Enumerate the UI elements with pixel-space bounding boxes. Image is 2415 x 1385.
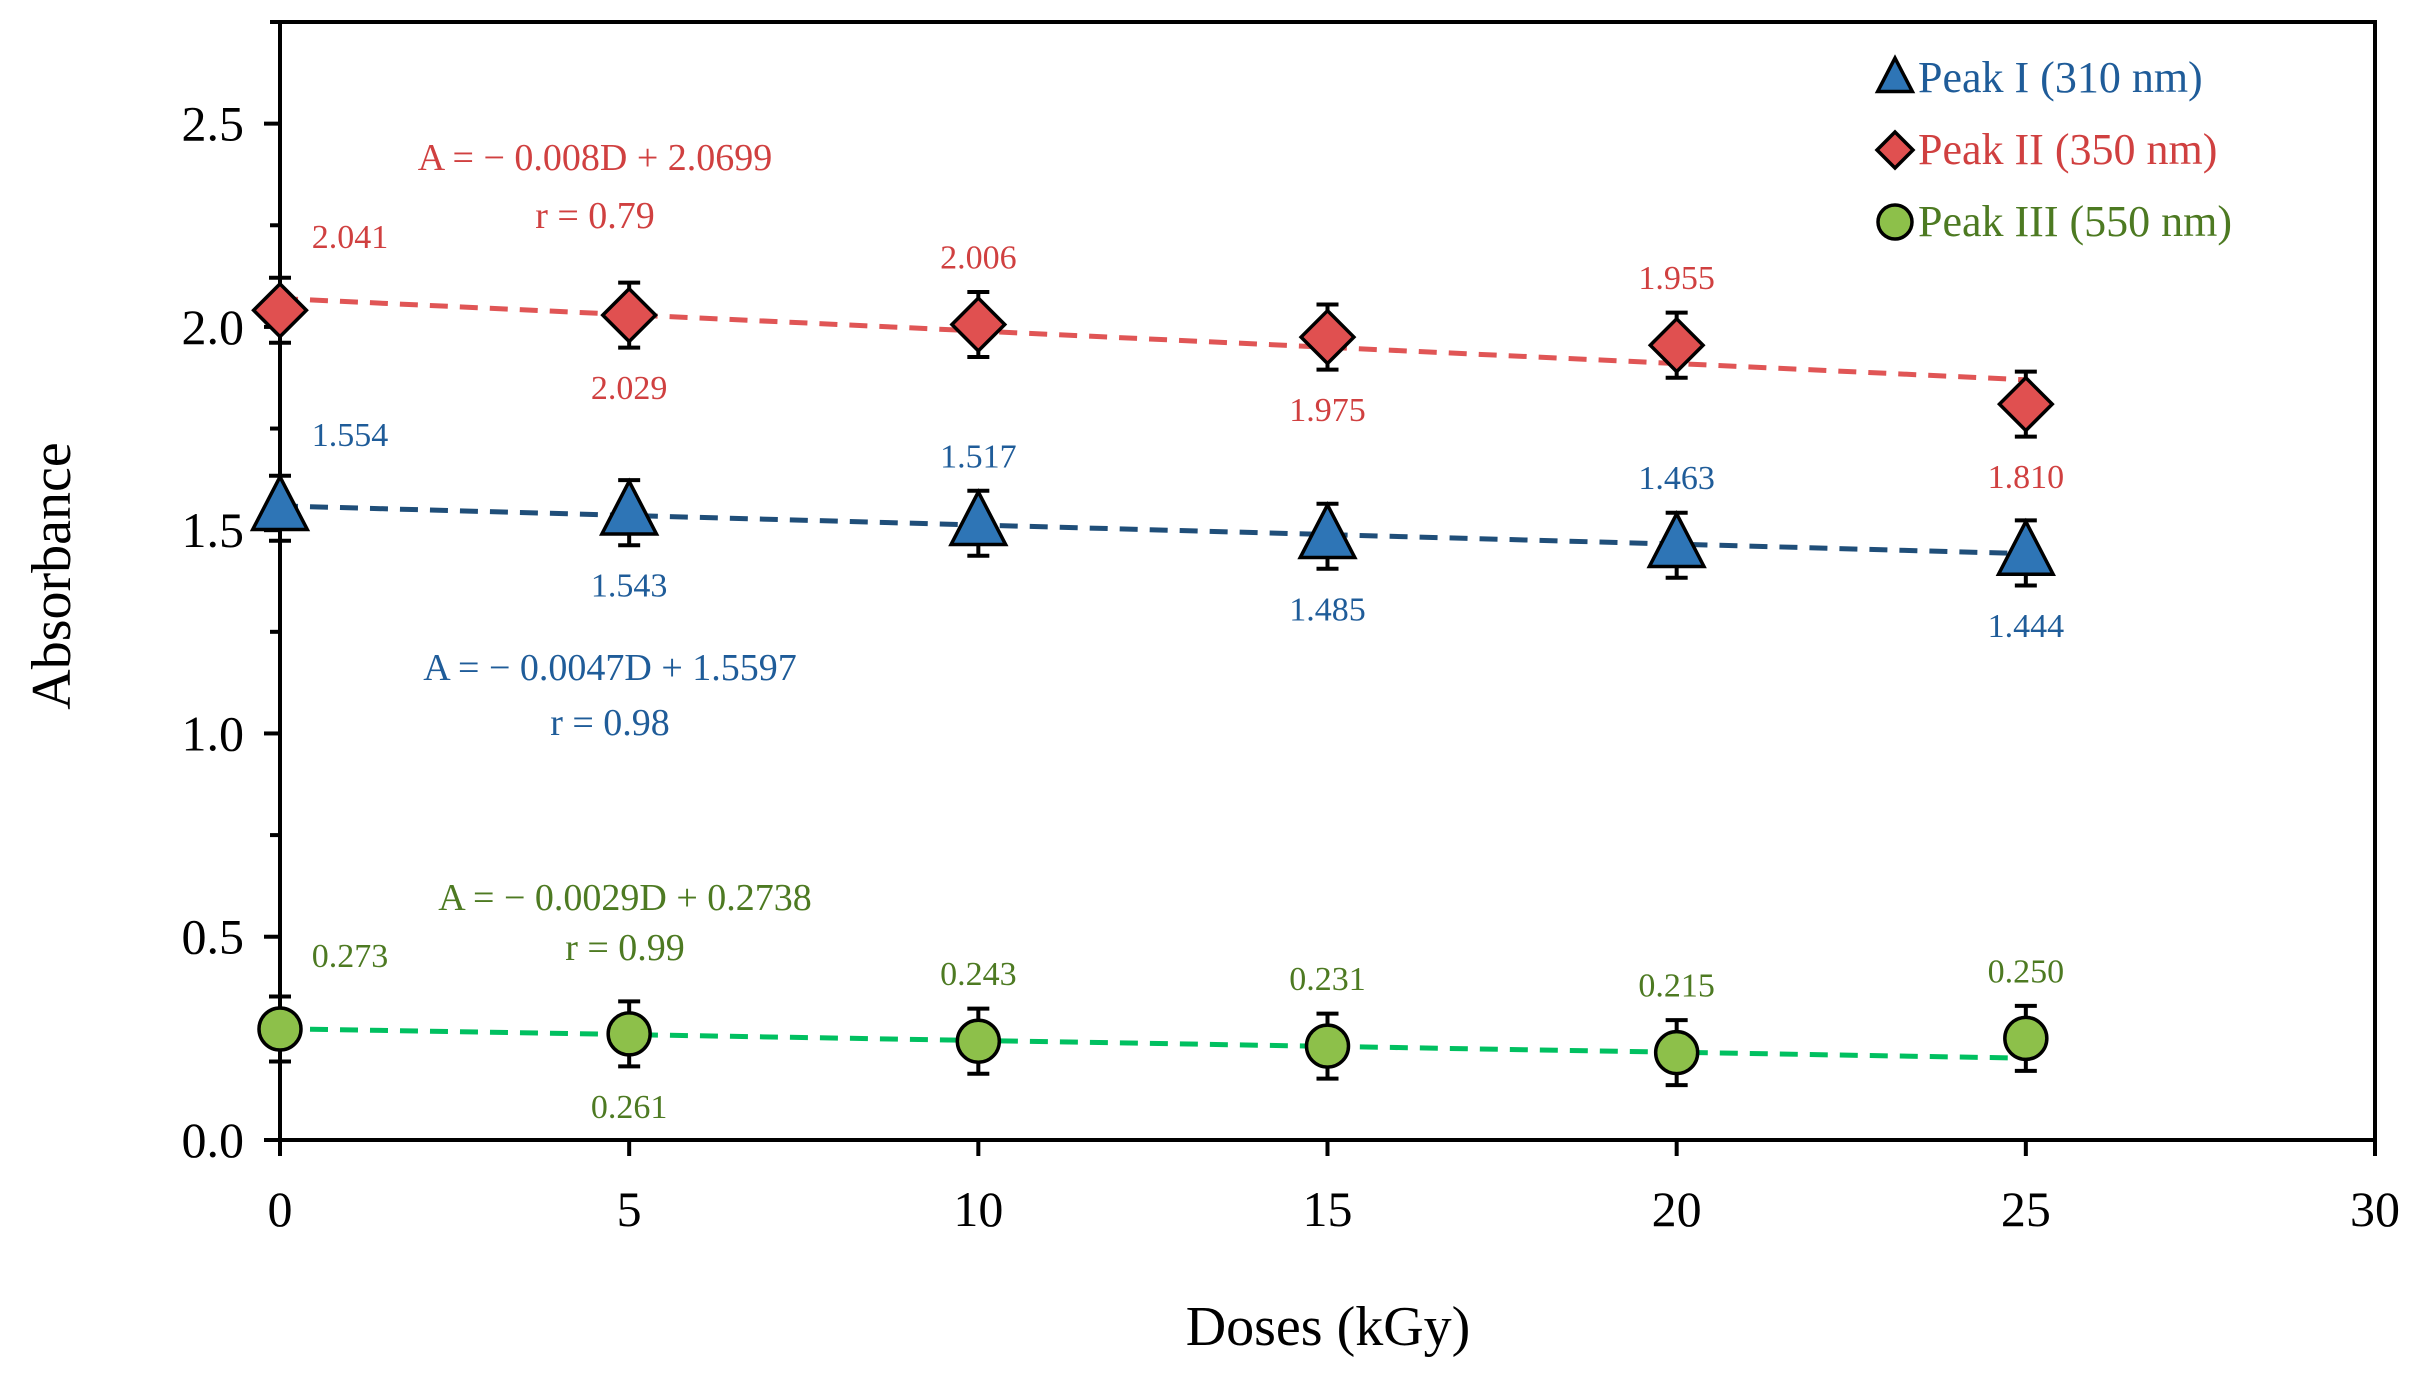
x-tick-label: 10: [953, 1181, 1003, 1237]
equation-peak-2: A = − 0.008D + 2.0699: [418, 137, 773, 179]
legend-label-peak-3: Peak III (550 nm): [1918, 197, 2232, 246]
point-label-peak-3: 0.261: [591, 1089, 668, 1126]
r-value-peak-1: r = 0.98: [550, 702, 670, 744]
marker-peak-2: [1298, 308, 1357, 366]
legend-label-peak-2: Peak II (350 nm): [1918, 125, 2217, 174]
marker-peak-2: [251, 281, 309, 340]
equation-peak-1: A = − 0.0047D + 1.5597: [423, 647, 797, 689]
y-axis-title: Absorbance: [21, 442, 83, 709]
legend-marker-peak-3: [1876, 203, 1914, 241]
point-label-peak-2: 2.006: [940, 239, 1017, 276]
fit-line-peak-2: [279, 295, 2026, 383]
point-label-peak-1: 1.543: [591, 568, 668, 605]
marker-peak-2: [949, 295, 1008, 354]
marker-peak-2: [1647, 316, 1706, 375]
fit-lines: [279, 295, 2026, 1061]
legend-marker-shape: [1874, 129, 1916, 171]
point-label-peak-1: 1.463: [1638, 460, 1715, 497]
x-tick-label: 20: [1652, 1181, 1702, 1237]
point-label-peak-2: 2.041: [312, 219, 389, 256]
x-tick-label: 25: [2001, 1181, 2051, 1237]
legend-marker-peak-1: [1874, 54, 1916, 94]
point-label-peak-3: 0.243: [940, 956, 1017, 993]
point-label-peak-3: 0.231: [1289, 961, 1366, 998]
marker-peak-3: [606, 1011, 652, 1057]
point-label-peak-3: 0.273: [312, 938, 389, 975]
point-label-peak-1: 1.444: [1988, 608, 2065, 645]
y-tick-label: 0.0: [182, 1112, 245, 1168]
axes: 0 5 10 15 20 25 30 0.0 0.5 1.0 1.5 2.0 2.5: [182, 20, 2400, 1237]
r-value-peak-3: r = 0.99: [565, 927, 685, 969]
marker-peak-1: [948, 488, 1009, 547]
legend-marker-peak-2: [1874, 129, 1916, 171]
x-tick-label: 30: [2350, 1181, 2400, 1237]
legend-marker-shape: [1874, 54, 1916, 94]
y-tick-label: 1.5: [182, 502, 245, 558]
marker-peak-1: [599, 477, 660, 536]
equation-peak-3: A = − 0.0029D + 0.2738: [438, 877, 812, 919]
y-tick-label: 1.0: [182, 705, 245, 761]
marker-peak-3: [955, 1018, 1002, 1064]
y-tick-label: 0.5: [182, 909, 245, 965]
x-tick-label: 15: [1303, 1181, 1353, 1237]
point-label-peak-1: 1.554: [312, 417, 389, 454]
legend-marker-shape: [1876, 203, 1914, 241]
point-label-peak-2: 1.975: [1289, 392, 1366, 429]
marker-peak-3: [2003, 1015, 2049, 1062]
marker-peak-1: [1646, 510, 1707, 569]
fit-line-peak-3: [279, 1026, 2026, 1061]
point-label-peak-1: 1.517: [940, 438, 1017, 475]
marker-peak-1: [1297, 501, 1358, 560]
legend: Peak I (310 nm) Peak II (350 nm) Peak II…: [1874, 53, 2232, 246]
point-label-peak-3: 0.250: [1988, 953, 2065, 990]
marker-peak-3: [1304, 1023, 1351, 1069]
marker-peak-3: [257, 1006, 303, 1052]
x-tick-label: 5: [617, 1181, 642, 1237]
x-axis-title: Doses (kGy): [1186, 1296, 1471, 1358]
marker-peak-3: [1653, 1029, 1700, 1076]
data-markers: [249, 281, 2056, 1076]
point-label-peak-1: 1.485: [1289, 591, 1366, 628]
point-labels: 1.554 1.543 1.517 1.485 1.463 1.444 2.041 2.029…: [312, 219, 2064, 1126]
point-label-peak-2: 1.810: [1988, 459, 2065, 496]
marker-peak-2: [1996, 375, 2055, 434]
marker-peak-1: [1995, 517, 2056, 576]
marker-peak-2: [600, 286, 659, 344]
point-label-peak-2: 2.029: [591, 370, 668, 407]
point-label-peak-2: 1.955: [1638, 260, 1715, 297]
y-tick-label: 2.5: [182, 96, 245, 152]
r-value-peak-2: r = 0.79: [535, 195, 655, 237]
fit-line-peak-1: [279, 503, 2026, 557]
point-label-peak-3: 0.215: [1638, 968, 1715, 1005]
marker-peak-1: [249, 473, 311, 532]
x-tick-label: 0: [268, 1181, 293, 1237]
y-tick-label: 2.0: [182, 299, 245, 355]
legend-label-peak-1: Peak I (310 nm): [1918, 53, 2203, 102]
